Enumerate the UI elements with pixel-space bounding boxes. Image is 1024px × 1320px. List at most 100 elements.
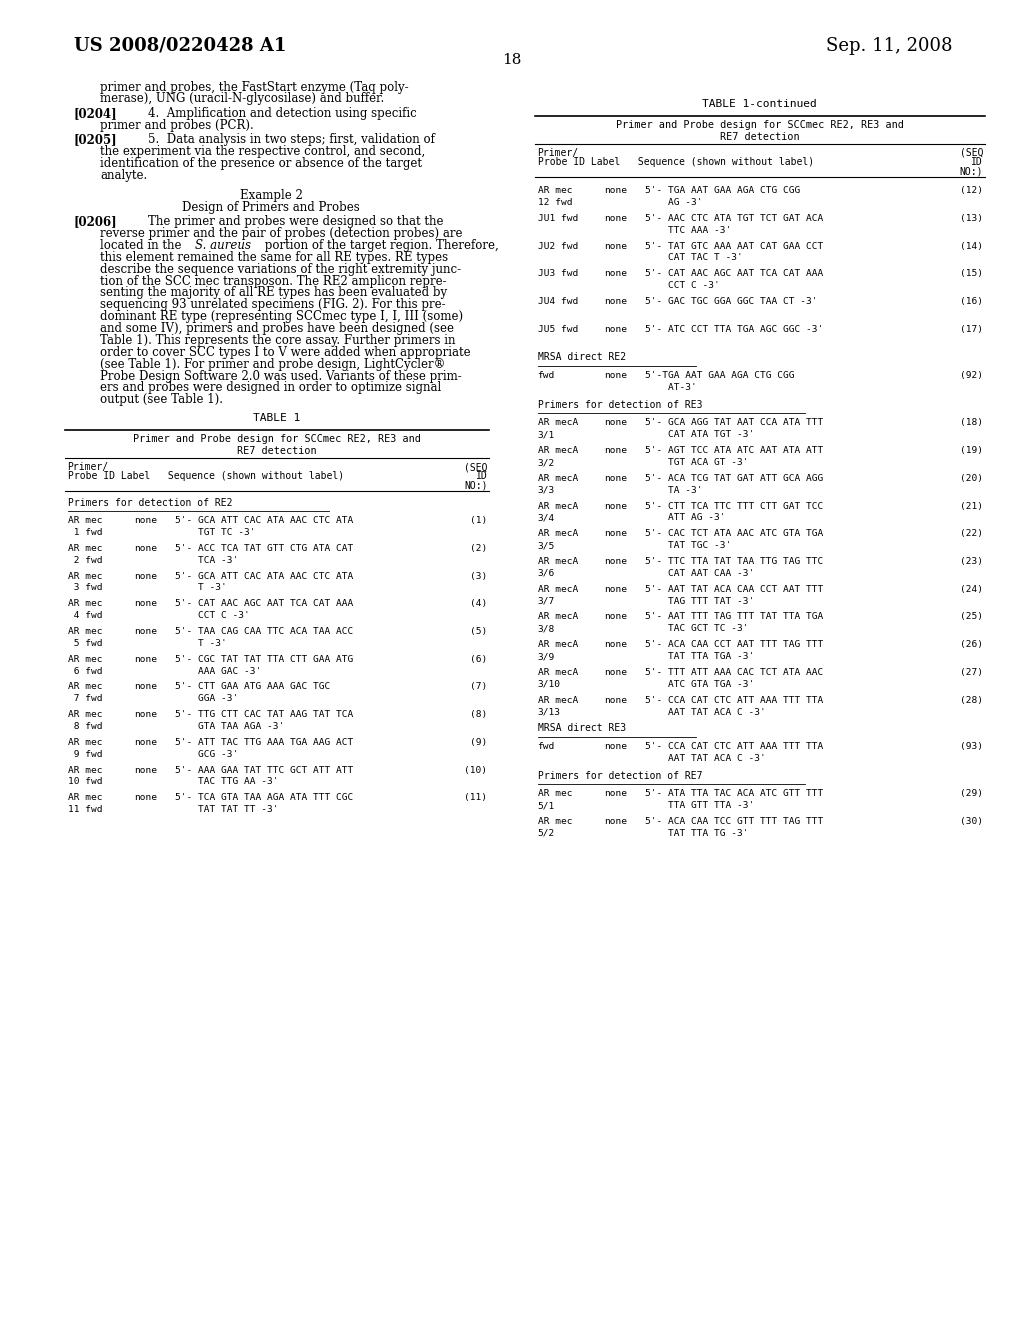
Text: 5'- GCA ATT CAC ATA AAC CTC ATA: 5'- GCA ATT CAC ATA AAC CTC ATA (175, 516, 353, 525)
Text: sequencing 93 unrelated specimens (FIG. 2). For this pre-: sequencing 93 unrelated specimens (FIG. … (100, 298, 446, 312)
Text: none: none (604, 612, 627, 622)
Text: 5'- ACC TCA TAT GTT CTG ATA CAT: 5'- ACC TCA TAT GTT CTG ATA CAT (175, 544, 353, 553)
Text: (16): (16) (961, 297, 983, 306)
Text: 5'- ATA TTA TAC ACA ATC GTT TTT: 5'- ATA TTA TAC ACA ATC GTT TTT (645, 789, 823, 799)
Text: 5'- TTT ATT AAA CAC TCT ATA AAC: 5'- TTT ATT AAA CAC TCT ATA AAC (645, 668, 823, 677)
Text: AAT TAT ACA C -3': AAT TAT ACA C -3' (645, 708, 766, 717)
Text: MRSA direct RE3: MRSA direct RE3 (538, 723, 626, 734)
Text: identification of the presence or absence of the target: identification of the presence or absenc… (100, 157, 422, 170)
Text: dominant RE type (representing SCCmec type I, I, III (some): dominant RE type (representing SCCmec ty… (100, 310, 464, 323)
Text: 5'- ACA CAA CCT AAT TTT TAG TTT: 5'- ACA CAA CCT AAT TTT TAG TTT (645, 640, 823, 649)
Text: AAT TAT ACA C -3': AAT TAT ACA C -3' (645, 754, 766, 763)
Text: 5 fwd: 5 fwd (68, 639, 102, 648)
Text: TTA GTT TTA -3': TTA GTT TTA -3' (645, 801, 755, 810)
Text: TABLE 1: TABLE 1 (253, 413, 301, 424)
Text: AG -3': AG -3' (645, 198, 702, 207)
Text: 5'- TCA GTA TAA AGA ATA TTT CGC: 5'- TCA GTA TAA AGA ATA TTT CGC (175, 793, 353, 803)
Text: and some IV), primers and probes have been designed (see: and some IV), primers and probes have be… (100, 322, 455, 335)
Text: 4.  Amplification and detection using specific: 4. Amplification and detection using spe… (148, 107, 417, 120)
Text: T -3': T -3' (175, 639, 227, 648)
Text: 5'- TAA CAG CAA TTC ACA TAA ACC: 5'- TAA CAG CAA TTC ACA TAA ACC (175, 627, 353, 636)
Text: JU5 fwd: JU5 fwd (538, 325, 578, 334)
Text: (SEQ: (SEQ (959, 148, 983, 158)
Text: none: none (604, 742, 627, 751)
Text: AR mec: AR mec (538, 789, 572, 799)
Text: ATT AG -3': ATT AG -3' (645, 513, 726, 523)
Text: (4): (4) (470, 599, 487, 609)
Text: 3/2: 3/2 (538, 458, 555, 467)
Text: (6): (6) (470, 655, 487, 664)
Text: none: none (134, 655, 157, 664)
Text: (20): (20) (961, 474, 983, 483)
Text: Primers for detection of RE2: Primers for detection of RE2 (68, 498, 232, 508)
Text: AR mec: AR mec (538, 817, 572, 826)
Text: 5'- AAT TTT TAG TTT TAT TTA TGA: 5'- AAT TTT TAG TTT TAT TTA TGA (645, 612, 823, 622)
Text: 18: 18 (503, 53, 521, 67)
Text: 11 fwd: 11 fwd (68, 805, 102, 814)
Text: (17): (17) (961, 325, 983, 334)
Text: TAT TGC -3': TAT TGC -3' (645, 541, 731, 550)
Text: none: none (604, 186, 627, 195)
Text: located in the: located in the (100, 239, 185, 252)
Text: 5'- AAC CTC ATA TGT TCT GAT ACA: 5'- AAC CTC ATA TGT TCT GAT ACA (645, 214, 823, 223)
Text: none: none (604, 269, 627, 279)
Text: CAT TAC T -3': CAT TAC T -3' (645, 253, 742, 263)
Text: merase), UNG (uracil-N-glycosilase) and buffer.: merase), UNG (uracil-N-glycosilase) and … (100, 92, 385, 106)
Text: 5'- TGA AAT GAA AGA CTG CGG: 5'- TGA AAT GAA AGA CTG CGG (645, 186, 801, 195)
Text: (18): (18) (961, 418, 983, 428)
Text: AR mecA: AR mecA (538, 474, 578, 483)
Text: AR mec: AR mec (68, 655, 102, 664)
Text: (10): (10) (465, 766, 487, 775)
Text: AR mecA: AR mecA (538, 557, 578, 566)
Text: (22): (22) (961, 529, 983, 539)
Text: Primer and Probe design for SCCmec RE2, RE3 and: Primer and Probe design for SCCmec RE2, … (615, 120, 904, 131)
Text: (11): (11) (465, 793, 487, 803)
Text: 5'- CCA CAT CTC ATT AAA TTT TTA: 5'- CCA CAT CTC ATT AAA TTT TTA (645, 696, 823, 705)
Text: 9 fwd: 9 fwd (68, 750, 102, 759)
Text: analyte.: analyte. (100, 169, 147, 182)
Text: TA -3': TA -3' (645, 486, 702, 495)
Text: (19): (19) (961, 446, 983, 455)
Text: none: none (604, 502, 627, 511)
Text: (27): (27) (961, 668, 983, 677)
Text: (25): (25) (961, 612, 983, 622)
Text: 3/10: 3/10 (538, 680, 560, 689)
Text: 1 fwd: 1 fwd (68, 528, 102, 537)
Text: ID: ID (476, 471, 487, 482)
Text: AR mecA: AR mecA (538, 585, 578, 594)
Text: Probe Design Software 2.0 was used. Variants of these prim-: Probe Design Software 2.0 was used. Vari… (100, 370, 462, 383)
Text: none: none (604, 557, 627, 566)
Text: none: none (604, 418, 627, 428)
Text: 5'- CAT AAC AGC AAT TCA CAT AAA: 5'- CAT AAC AGC AAT TCA CAT AAA (175, 599, 353, 609)
Text: none: none (134, 682, 157, 692)
Text: (1): (1) (470, 516, 487, 525)
Text: 5'- ACA TCG TAT GAT ATT GCA AGG: 5'- ACA TCG TAT GAT ATT GCA AGG (645, 474, 823, 483)
Text: AR mec: AR mec (538, 186, 572, 195)
Text: AR mec: AR mec (68, 599, 102, 609)
Text: tion of the SCC mec transposon. The RE2 amplicon repre-: tion of the SCC mec transposon. The RE2 … (100, 275, 447, 288)
Text: TGT ACA GT -3': TGT ACA GT -3' (645, 458, 749, 467)
Text: (8): (8) (470, 710, 487, 719)
Text: AR mec: AR mec (68, 544, 102, 553)
Text: ATC GTA TGA -3': ATC GTA TGA -3' (645, 680, 755, 689)
Text: output (see Table 1).: output (see Table 1). (100, 393, 223, 407)
Text: senting the majority of all RE types has been evaluated by: senting the majority of all RE types has… (100, 286, 447, 300)
Text: 5/2: 5/2 (538, 829, 555, 838)
Text: 4 fwd: 4 fwd (68, 611, 102, 620)
Text: none: none (134, 516, 157, 525)
Text: (13): (13) (961, 214, 983, 223)
Text: AR mec: AR mec (68, 572, 102, 581)
Text: Probe ID Label   Sequence (shown without label): Probe ID Label Sequence (shown without l… (538, 157, 814, 168)
Text: 7 fwd: 7 fwd (68, 694, 102, 704)
Text: (26): (26) (961, 640, 983, 649)
Text: none: none (604, 529, 627, 539)
Text: TAC GCT TC -3': TAC GCT TC -3' (645, 624, 749, 634)
Text: 10 fwd: 10 fwd (68, 777, 102, 787)
Text: (7): (7) (470, 682, 487, 692)
Text: 5'- ATC CCT TTA TGA AGC GGC -3': 5'- ATC CCT TTA TGA AGC GGC -3' (645, 325, 823, 334)
Text: none: none (604, 585, 627, 594)
Text: [0204]: [0204] (74, 107, 118, 120)
Text: The primer and probes were designed so that the: The primer and probes were designed so t… (148, 215, 444, 228)
Text: 3/13: 3/13 (538, 708, 560, 717)
Text: none: none (604, 214, 627, 223)
